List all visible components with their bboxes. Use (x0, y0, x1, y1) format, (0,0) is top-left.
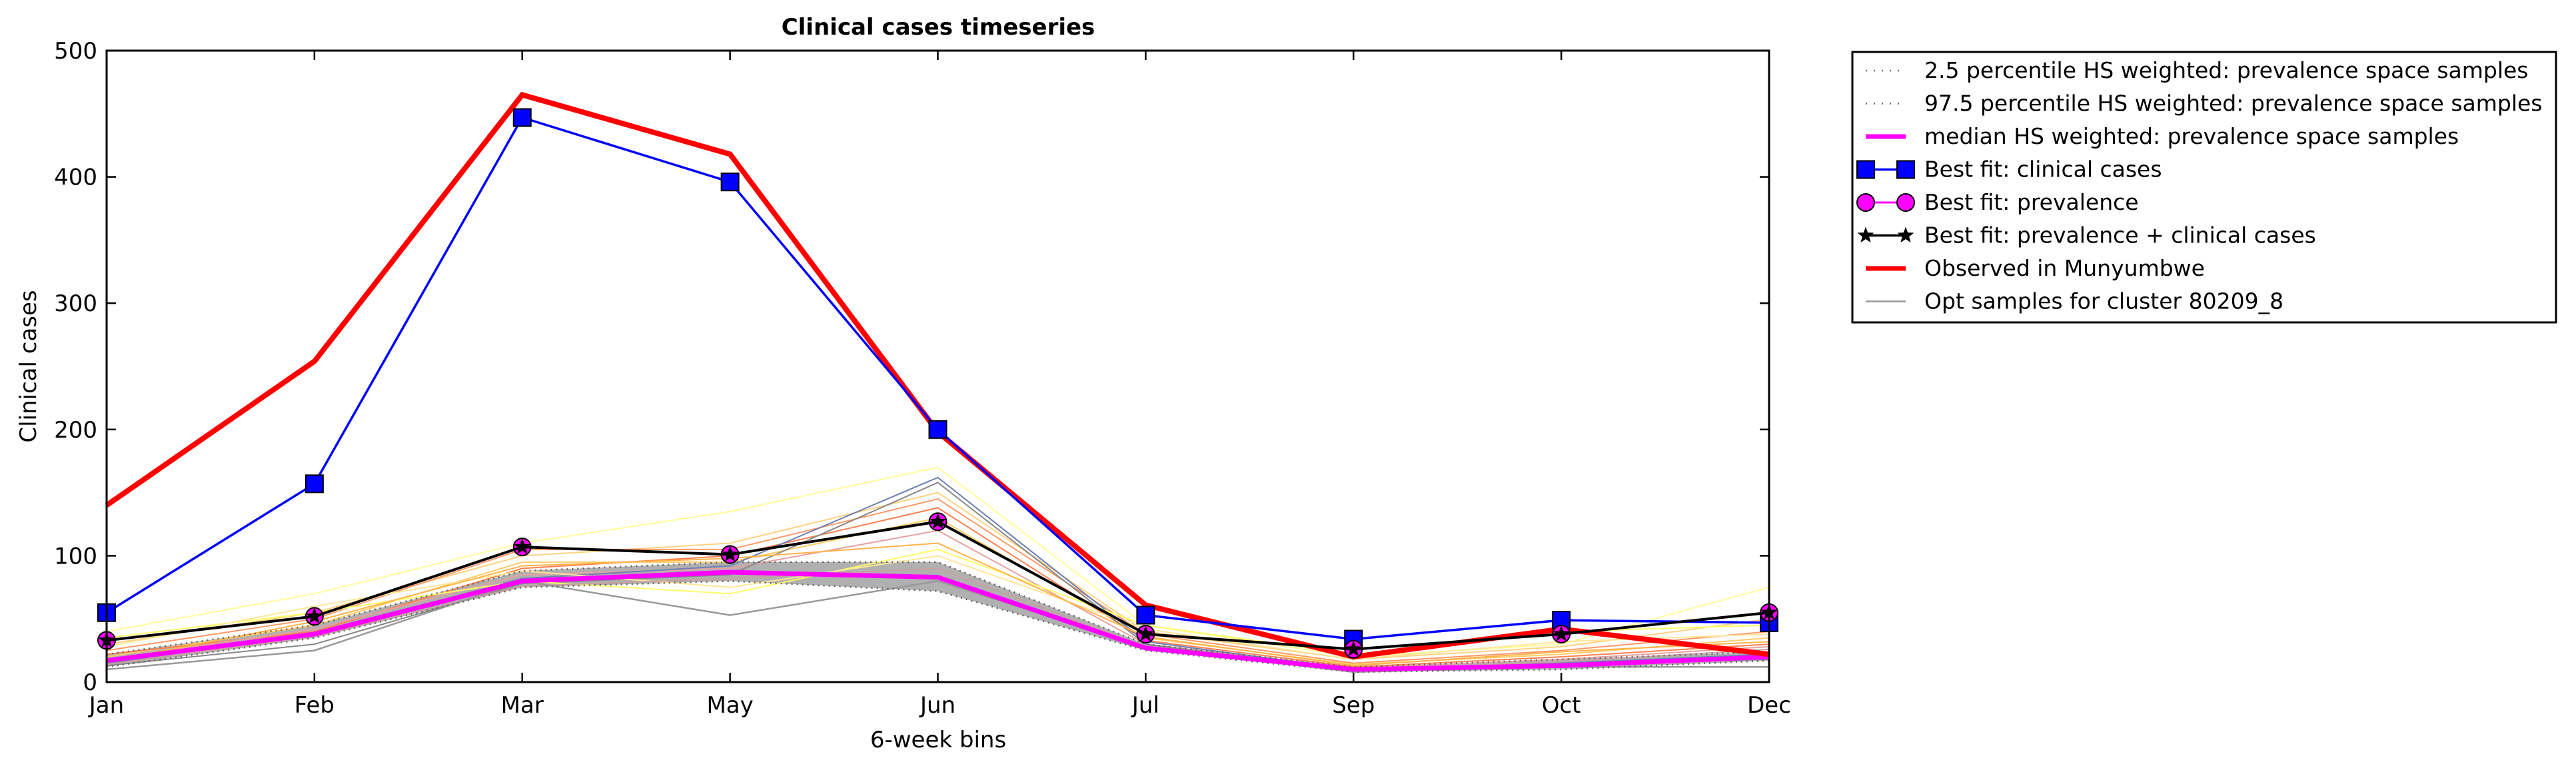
legend-marker-circle (1896, 193, 1915, 212)
opt-sample-line-0 (106, 466, 1770, 658)
y-tick-label: 400 (54, 165, 97, 191)
legend-box (1851, 51, 2557, 324)
opt-sample-line-11 (106, 568, 1770, 671)
best-fit-combined-marker (1553, 625, 1570, 641)
best-fit-clinical-marker (720, 173, 740, 192)
best-fit-combined-marker (514, 538, 531, 554)
legend-label-1: 97.5 percentile HS weighted: prevalence … (1924, 91, 2543, 117)
best-fit-combined-marker (930, 513, 946, 529)
x-tick-label: Feb (295, 692, 334, 719)
best-fit-clinical-marker (305, 474, 324, 494)
y-tick-label: 200 (54, 417, 97, 444)
x-tick-label: Jun (919, 692, 956, 719)
legend-marker-star (1857, 226, 1874, 242)
legend-marker-square (1896, 160, 1915, 179)
x-axis-label: 6-week bins (870, 727, 1006, 753)
y-tick-label: 500 (54, 38, 97, 65)
chart-title: Clinical cases timeseries (782, 14, 1095, 41)
best-fit-combined-marker (722, 546, 738, 562)
best-fit-combined-marker (1137, 625, 1154, 641)
legend-label-3: Best fit: clinical cases (1924, 157, 2162, 183)
x-tick-label: Dec (1747, 692, 1791, 719)
y-axis-label: Clinical cases (15, 290, 42, 442)
best-fit-clinical-line (106, 116, 1770, 641)
legend-marker-circle (1856, 193, 1875, 212)
y-tick-label: 0 (83, 669, 97, 696)
x-tick-label: Oct (1542, 692, 1581, 719)
x-tick-label: Sep (1332, 692, 1375, 719)
x-tick-label: Mar (501, 692, 544, 719)
best-fit-clinical-marker (928, 420, 948, 439)
x-tick-label: Jan (88, 692, 124, 719)
opt-sample-line-2 (106, 498, 1770, 664)
legend-label-5: Best fit: prevalence + clinical cases (1924, 222, 2316, 248)
legend-marker-star (1897, 226, 1914, 242)
legend-label-6: Observed in Munyumbwe (1924, 255, 2205, 281)
x-tick-label: May (706, 692, 753, 719)
best-fit-clinical-marker (1136, 605, 1155, 625)
best-fit-combined-marker (306, 607, 323, 623)
best-fit-combined-marker (1345, 640, 1362, 657)
percentile-line-0 (106, 580, 1770, 673)
best-fit-clinical-marker (512, 108, 532, 127)
y-tick-label: 100 (54, 543, 97, 570)
opt-sample-line-3 (106, 517, 1770, 665)
opt-sample-line-10 (106, 542, 1770, 667)
plot-area: 0 100 200 300 400 500 Jan Feb Mar May Jun Jul Sep Oct… (54, 38, 1791, 719)
x-tick-label: Jul (1131, 692, 1159, 719)
legend-label-0: 2.5 percentile HS weighted: prevalence s… (1924, 57, 2529, 83)
legend-label-4: Best fit: prevalence (1924, 189, 2139, 215)
legend-label-7: Opt samples for cluster 80209_8 (1924, 288, 2283, 314)
legend-marker-square (1856, 160, 1875, 179)
median-line (106, 570, 1770, 672)
y-tick-label: 300 (54, 290, 97, 317)
legend: 2.5 percentile HS weighted: prevalence s… (1851, 51, 2557, 324)
legend-label-2: median HS weighted: prevalence space sam… (1924, 123, 2459, 149)
